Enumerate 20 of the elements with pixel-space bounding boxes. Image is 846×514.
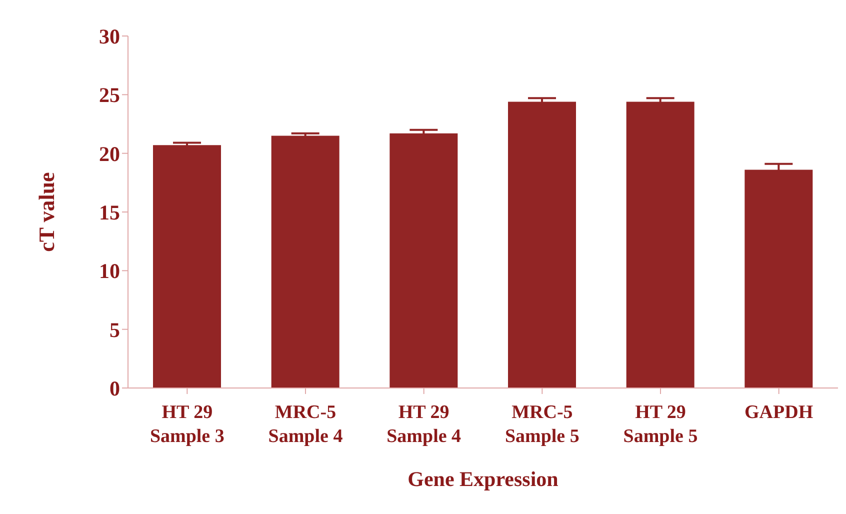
x-tick-label: HT 29 Sample 3 bbox=[150, 402, 224, 447]
y-tick-label: 20 bbox=[99, 142, 120, 166]
y-axis-title: cT value bbox=[34, 172, 59, 252]
y-tick-label: 30 bbox=[99, 24, 120, 48]
y-tick-label: 5 bbox=[110, 318, 120, 342]
x-tick-label: MRC-5 Sample 5 bbox=[504, 402, 580, 447]
bar bbox=[626, 102, 694, 388]
bar bbox=[271, 136, 340, 388]
bar bbox=[390, 133, 458, 388]
x-tick-label: GAPDH bbox=[744, 402, 814, 423]
x-tick-label: HT 29 Sample 5 bbox=[623, 402, 698, 447]
y-tick-label: 10 bbox=[99, 259, 120, 284]
x-tick-label: MRC-5 Sample 4 bbox=[268, 402, 344, 447]
x-axis-title: Gene Expression bbox=[408, 467, 559, 491]
x-tick-label: HT 29 Sample 4 bbox=[386, 402, 462, 447]
bar bbox=[508, 102, 576, 388]
y-tick-label: 25 bbox=[99, 83, 120, 108]
y-tick-label: 0 bbox=[110, 376, 120, 400]
y-tick-label: 15 bbox=[99, 200, 120, 224]
bar bbox=[153, 145, 221, 388]
